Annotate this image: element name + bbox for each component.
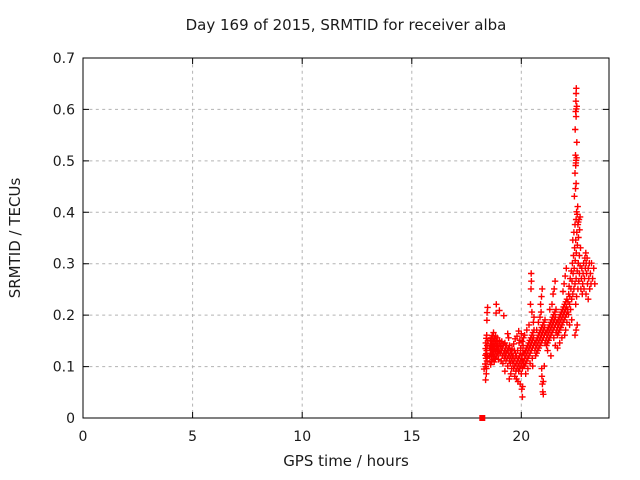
y-tick-label: 0.7 (53, 51, 75, 67)
grid-lines (83, 58, 609, 418)
y-tick-label: 0.3 (53, 257, 75, 273)
y-tick-label: 0 (66, 411, 75, 427)
plot-border (82, 57, 610, 419)
x-tick-label: 0 (79, 429, 88, 445)
x-tick-label: 10 (293, 429, 311, 445)
x-axis-label: GPS time / hours (283, 452, 409, 470)
chart-title: Day 169 of 2015, SRMTID for receiver alb… (186, 16, 507, 34)
x-tick-label: 5 (188, 429, 197, 445)
y-tick-label: 0.4 (53, 205, 75, 221)
x-tick-label: 15 (403, 429, 421, 445)
data-points (480, 85, 598, 401)
y-axis-label: SRMTID / TECUs (6, 178, 24, 299)
square-data-point (479, 415, 486, 421)
y-tick-label: 0.2 (53, 308, 75, 324)
y-tick-label: 0.5 (53, 154, 75, 170)
y-tick-label: 0.6 (53, 102, 75, 118)
x-tick-label: 20 (512, 429, 530, 445)
y-tick-label: 0.1 (53, 360, 75, 376)
